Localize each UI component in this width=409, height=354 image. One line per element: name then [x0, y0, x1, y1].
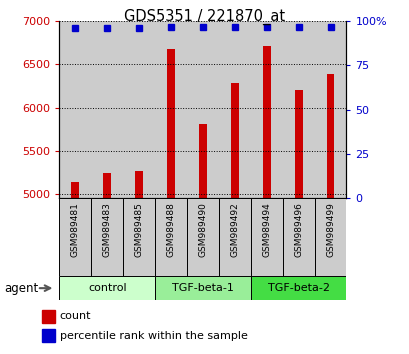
- Text: TGF-beta-1: TGF-beta-1: [172, 283, 233, 293]
- Bar: [250, 198, 282, 276]
- Text: GSM989494: GSM989494: [262, 202, 271, 257]
- Text: GSM989490: GSM989490: [198, 202, 207, 257]
- Bar: [294, 90, 302, 198]
- Bar: [218, 198, 250, 276]
- Bar: [135, 171, 143, 198]
- Bar: [71, 182, 79, 198]
- Text: GSM989488: GSM989488: [166, 202, 175, 257]
- Bar: [282, 21, 314, 198]
- Bar: [155, 198, 187, 276]
- Bar: [123, 21, 155, 198]
- Bar: [43, 310, 54, 323]
- Bar: [187, 21, 218, 198]
- Bar: [282, 198, 314, 276]
- Bar: [91, 198, 123, 276]
- Text: GSM989492: GSM989492: [230, 202, 239, 257]
- Text: count: count: [60, 312, 91, 321]
- Text: GDS5351 / 221870_at: GDS5351 / 221870_at: [124, 9, 285, 25]
- Text: control: control: [88, 283, 126, 293]
- Bar: [91, 21, 123, 198]
- Text: TGF-beta-2: TGF-beta-2: [267, 283, 329, 293]
- Bar: [123, 198, 155, 276]
- Bar: [198, 124, 207, 198]
- Text: percentile rank within the sample: percentile rank within the sample: [60, 331, 247, 341]
- Text: GSM989485: GSM989485: [134, 202, 143, 257]
- Bar: [250, 21, 282, 198]
- Bar: [187, 198, 218, 276]
- Bar: [314, 198, 346, 276]
- Text: GSM989499: GSM989499: [325, 202, 334, 257]
- Bar: [230, 82, 238, 198]
- Bar: [59, 198, 91, 276]
- Bar: [155, 21, 187, 198]
- Bar: [43, 329, 54, 342]
- Text: GSM989496: GSM989496: [293, 202, 302, 257]
- Bar: [218, 21, 250, 198]
- Bar: [167, 49, 175, 198]
- Bar: [155, 276, 250, 300]
- Bar: [326, 74, 334, 198]
- Bar: [314, 21, 346, 198]
- Text: GSM989483: GSM989483: [103, 202, 112, 257]
- Bar: [103, 173, 111, 198]
- Text: GSM989481: GSM989481: [71, 202, 80, 257]
- Bar: [59, 276, 155, 300]
- Bar: [262, 46, 270, 198]
- Bar: [250, 276, 346, 300]
- Text: agent: agent: [4, 282, 38, 295]
- Bar: [59, 21, 91, 198]
